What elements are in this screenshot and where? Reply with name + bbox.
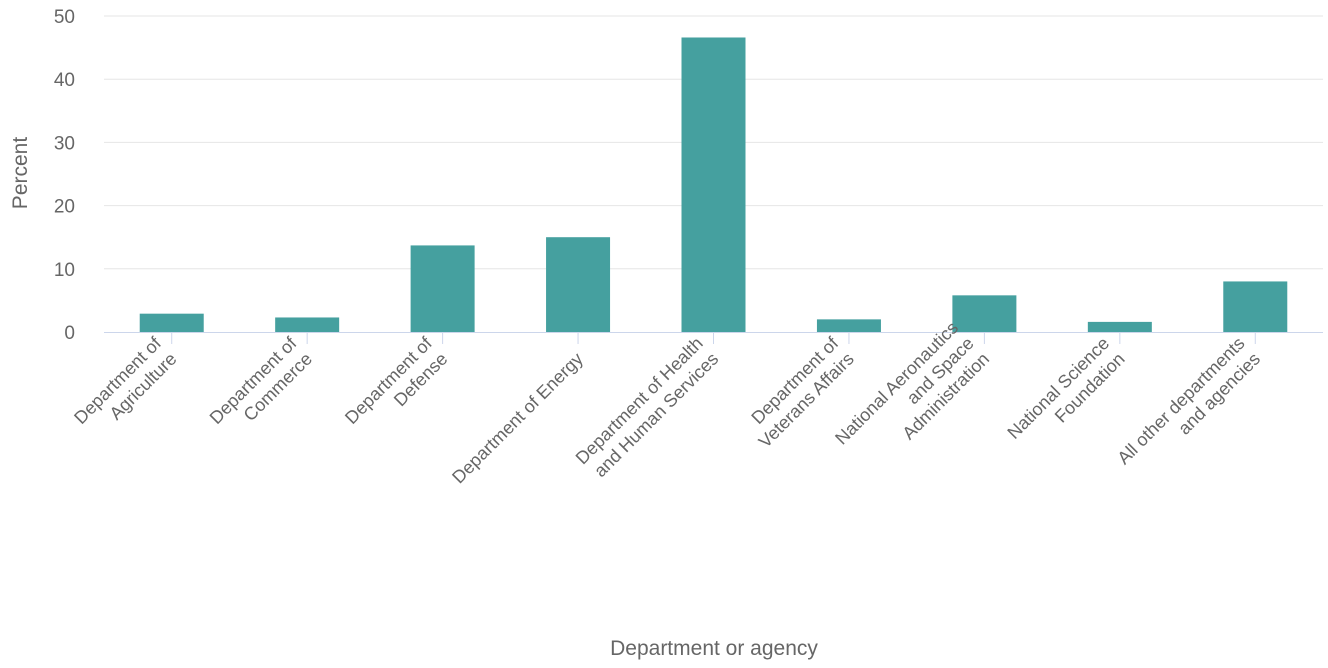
x-category-text: Department ofAgriculture bbox=[70, 332, 181, 443]
bar bbox=[816, 319, 881, 332]
x-category-label: Department ofDefense bbox=[341, 332, 452, 443]
y-tick-label: 30 bbox=[54, 133, 75, 154]
bar bbox=[952, 295, 1017, 332]
x-category-label: Department of Healthand Human Services bbox=[572, 333, 723, 484]
x-category-line: National Aeronautics bbox=[831, 318, 962, 449]
y-tick-label: 40 bbox=[54, 70, 75, 91]
y-axis-ticks: 0 10 20 30 40 50 bbox=[54, 7, 75, 344]
x-category-label: National ScienceFoundation bbox=[1003, 333, 1128, 458]
x-axis bbox=[104, 332, 1323, 344]
x-category-text: National ScienceFoundation bbox=[1003, 333, 1128, 458]
x-category-text: Department ofDefense bbox=[341, 332, 452, 443]
bar bbox=[1223, 281, 1288, 332]
bar bbox=[139, 313, 204, 332]
bar bbox=[546, 237, 611, 332]
bars bbox=[139, 37, 1288, 332]
y-tick-label: 20 bbox=[54, 197, 75, 218]
x-category-label: Department ofCommerce bbox=[206, 332, 317, 443]
bar bbox=[275, 317, 340, 332]
x-category-text: National Aeronauticsand SpaceAdministrat… bbox=[831, 318, 993, 480]
x-category-text: Department ofCommerce bbox=[206, 332, 317, 443]
y-axis-title: Percent bbox=[9, 137, 32, 210]
x-category-text: All other departmentsand agencies bbox=[1113, 333, 1264, 484]
x-axis-category-labels: Department ofAgriculture Department ofCom… bbox=[70, 318, 1264, 488]
x-category-text: Department of Energy bbox=[448, 349, 587, 488]
bar bbox=[410, 245, 475, 332]
y-tick-label: 0 bbox=[64, 323, 75, 344]
x-category-label: Department ofAgriculture bbox=[70, 332, 181, 443]
x-category-label: Department of Energy bbox=[448, 349, 587, 488]
x-axis-title: Department or agency bbox=[610, 637, 818, 660]
x-category-line: All other departments bbox=[1113, 333, 1248, 468]
bar bbox=[681, 37, 746, 332]
x-category-label: All other departmentsand agencies bbox=[1113, 333, 1264, 484]
x-category-line: Department of Energy bbox=[448, 349, 587, 488]
y-tick-label: 10 bbox=[54, 260, 75, 281]
x-category-text: Department of Healthand Human Services bbox=[572, 333, 723, 484]
y-tick-label: 50 bbox=[54, 7, 75, 28]
x-category-line: Department of Health bbox=[572, 333, 707, 468]
x-category-label: National Aeronauticsand SpaceAdministrat… bbox=[831, 318, 993, 480]
bar bbox=[1087, 321, 1152, 332]
